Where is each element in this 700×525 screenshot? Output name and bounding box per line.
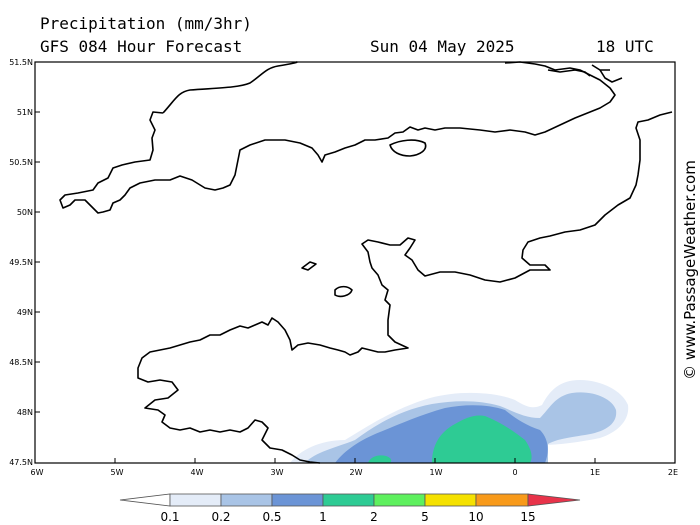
coastline-group bbox=[59, 61, 673, 464]
forecast-model-label: GFS 084 Hour Forecast bbox=[40, 37, 243, 56]
colorbar-label: 0.5 bbox=[262, 510, 282, 524]
colorbar-segment-2 bbox=[373, 493, 426, 507]
lat-label: 49N bbox=[16, 308, 33, 317]
colorbar-label: 10 bbox=[468, 510, 484, 524]
lon-label: 4W bbox=[190, 468, 204, 477]
colorbar-segment-0.2 bbox=[220, 493, 273, 507]
coastline-britain bbox=[59, 61, 616, 214]
coastline-brittany-islands bbox=[301, 261, 353, 298]
lat-label: 48N bbox=[16, 408, 33, 417]
map-title: Precipitation (mm/3hr) bbox=[40, 14, 252, 33]
forecast-date: Sun 04 May 2025 bbox=[370, 37, 515, 56]
lon-label: 6W bbox=[30, 468, 44, 477]
colorbar-min-arrow bbox=[119, 493, 171, 507]
colorbar-label: 1 bbox=[319, 510, 327, 524]
colorbar-label: 5 bbox=[421, 510, 429, 524]
colorbar-segment-1 bbox=[322, 493, 375, 507]
lon-label: 1E bbox=[589, 468, 601, 477]
lon-label: 1W bbox=[429, 468, 443, 477]
forecast-time: 18 UTC bbox=[596, 37, 654, 56]
precip-area-very-heavy bbox=[432, 415, 532, 463]
longitude-ticks bbox=[34, 458, 676, 463]
latitude-ticks bbox=[35, 61, 40, 464]
colorbar-segment-10 bbox=[475, 493, 529, 507]
lat-label: 50.5N bbox=[9, 158, 33, 167]
colorbar-max-arrow bbox=[527, 493, 581, 507]
colorbar-segment-0.5 bbox=[271, 493, 324, 507]
colorbar-label: 2 bbox=[370, 510, 378, 524]
colorbar-label: 0.1 bbox=[160, 510, 180, 524]
lon-label: 5W bbox=[110, 468, 124, 477]
precipitation-field bbox=[290, 380, 629, 463]
precip-area-very-heavy-west bbox=[368, 455, 392, 463]
lat-label: 50N bbox=[16, 208, 33, 217]
colorbar-segment-0.1 bbox=[169, 493, 222, 507]
lon-label: 2W bbox=[349, 468, 363, 477]
lon-label: 3W bbox=[270, 468, 284, 477]
lat-label: 47.5N bbox=[9, 458, 33, 467]
lat-label: 48.5N bbox=[9, 358, 33, 367]
lon-label: 0 bbox=[512, 468, 518, 477]
colorbar-label: 0.2 bbox=[211, 510, 231, 524]
coastline-isle-of-wight bbox=[389, 139, 427, 157]
precipitation-colorbar bbox=[119, 493, 581, 507]
colorbar-segment-5 bbox=[424, 493, 477, 507]
lat-label: 51.5N bbox=[9, 58, 33, 67]
lon-label: 2E bbox=[667, 468, 679, 477]
lat-label: 51N bbox=[16, 108, 33, 117]
coastline-normandy-tip bbox=[599, 69, 623, 83]
coastline-france-north bbox=[137, 111, 673, 464]
lat-label: 49.5N bbox=[9, 258, 33, 267]
colorbar-label: 15 bbox=[520, 510, 536, 524]
site-credit: © www.PassageWeather.com bbox=[681, 160, 699, 380]
